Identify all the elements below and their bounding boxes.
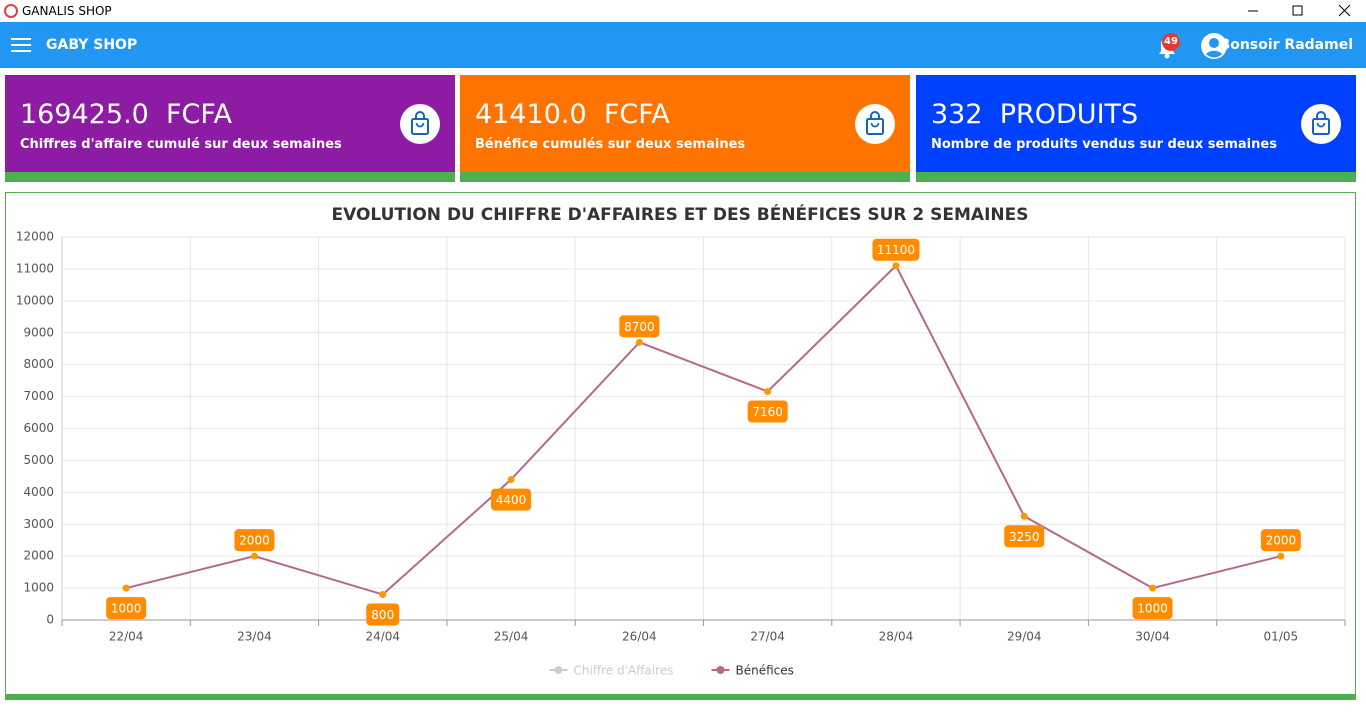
- data-label: 7160: [752, 405, 783, 419]
- data-point: [250, 552, 258, 560]
- data-point: [507, 476, 515, 484]
- stat-number: 169425.0: [20, 99, 149, 130]
- data-label-bg: [1132, 597, 1173, 620]
- menu-button[interactable]: [11, 38, 31, 54]
- bag-glyph: [1312, 111, 1330, 135]
- series-line: [125, 264, 1282, 596]
- stat-unit: FCFA: [603, 99, 670, 130]
- data-label-bg: [366, 603, 400, 626]
- stat-card: 332 PRODUITS Nombre de produits vendus su…: [916, 75, 1356, 182]
- data-label-bg: [619, 315, 660, 338]
- x-tick-label: 30/04: [1135, 630, 1170, 644]
- window-title: GANALIS SHOP: [22, 4, 112, 18]
- x-tick-label: 25/04: [494, 630, 529, 644]
- y-tick-label: 3000: [23, 517, 54, 531]
- x-tick-label: 24/04: [365, 630, 400, 644]
- data-point: [1020, 512, 1028, 520]
- data-label-bg: [234, 529, 275, 552]
- data-label: 2000: [1266, 534, 1297, 548]
- data-point: [635, 338, 643, 346]
- x-tick-label: 27/04: [750, 630, 785, 644]
- data-label-bg: [747, 400, 788, 423]
- stat-unit: FCFA: [166, 99, 232, 130]
- data-label-bg: [491, 488, 532, 511]
- x-tick-label: 29/04: [1007, 630, 1042, 644]
- stat-number: 41410.0: [475, 99, 587, 130]
- chart-box: [5, 192, 1356, 700]
- bag-icon: [1301, 104, 1341, 144]
- y-tick-label: 11000: [16, 261, 54, 275]
- y-tick-label: 2000: [23, 549, 54, 563]
- data-label-bg: [106, 597, 147, 620]
- y-tick-label: 4000: [23, 485, 54, 499]
- legend-label: Bénéfices: [736, 664, 794, 678]
- y-tick-label: 1000: [23, 581, 54, 595]
- y-tick-label: 8000: [23, 357, 54, 371]
- stat-caption: Bénéfice cumulés sur deux semaines: [475, 137, 746, 152]
- stat-value: 332 PRODUITS: [931, 99, 1138, 130]
- data-label: 1000: [1137, 602, 1168, 616]
- legend-dot: [716, 666, 725, 674]
- legend-label: Chiffre d'Affaires: [574, 664, 674, 678]
- stat-value: 41410.0 FCFA: [475, 99, 670, 130]
- stat-unit: PRODUITS: [999, 99, 1139, 130]
- y-tick-label: 7000: [23, 389, 54, 403]
- x-tick-label: 28/04: [879, 630, 914, 644]
- x-tick-label: 23/04: [237, 630, 272, 644]
- data-label: 2000: [239, 534, 270, 548]
- y-tick-label: 0: [46, 613, 54, 627]
- notification-badge: 49: [1162, 33, 1180, 51]
- data-label: 8700: [624, 320, 655, 334]
- stat-value: 169425.0 FCFA: [20, 99, 232, 130]
- data-point: [1277, 552, 1285, 560]
- data-label-bg: [1260, 529, 1301, 552]
- x-tick-label: 01/05: [1264, 630, 1299, 644]
- y-tick-label: 12000: [16, 230, 54, 244]
- chart-title: EVOLUTION DU CHIFFRE D'AFFAIRES ET DES B…: [331, 203, 1028, 225]
- app-title: GABY SHOP: [46, 37, 138, 53]
- app-bar: GABY SHOP 49 Bonsoir Radamel: [0, 22, 1366, 68]
- avatar-icon[interactable]: [1201, 33, 1227, 59]
- data-label: 1000: [111, 602, 142, 616]
- greeting: Bonsoir Radamel: [1219, 37, 1353, 53]
- data-point: [122, 584, 130, 592]
- app-icon: [4, 4, 18, 18]
- data-label-bg: [1004, 525, 1045, 548]
- data-point: [1149, 584, 1157, 592]
- bag-glyph: [411, 111, 429, 135]
- stat-card: 41410.0 FCFA Bénéfice cumulés sur deux se…: [460, 75, 910, 182]
- data-point: [764, 387, 772, 395]
- y-tick-label: 5000: [23, 453, 54, 467]
- y-tick-label: 9000: [23, 325, 54, 339]
- y-tick-label: 6000: [23, 421, 54, 435]
- data-point: [379, 590, 387, 598]
- bag-icon: [855, 104, 895, 144]
- bag-glyph: [866, 111, 884, 135]
- stat-card: 169425.0 FCFA Chiffres d'affaire cumulé s…: [5, 75, 455, 182]
- bag-icon: [400, 104, 440, 144]
- data-label: 800: [371, 608, 394, 622]
- y-tick-label: 10000: [16, 293, 54, 307]
- window-controls[interactable]: [1226, 0, 1366, 22]
- data-label: 11100: [877, 243, 915, 257]
- stat-caption: Chiffres d'affaire cumulé sur deux semai…: [20, 137, 342, 152]
- title-bar: GANALIS SHOP: [0, 0, 1366, 22]
- data-label-bg: [872, 238, 920, 261]
- stat-number: 332: [931, 99, 983, 130]
- data-label: 4400: [496, 493, 527, 507]
- stat-caption: Nombre de produits vendus sur deux semai…: [931, 137, 1277, 152]
- x-tick-label: 22/04: [109, 630, 144, 644]
- legend-dot: [554, 666, 563, 674]
- data-point: [892, 262, 900, 270]
- data-label: 3250: [1009, 530, 1040, 544]
- x-tick-label: 26/04: [622, 630, 657, 644]
